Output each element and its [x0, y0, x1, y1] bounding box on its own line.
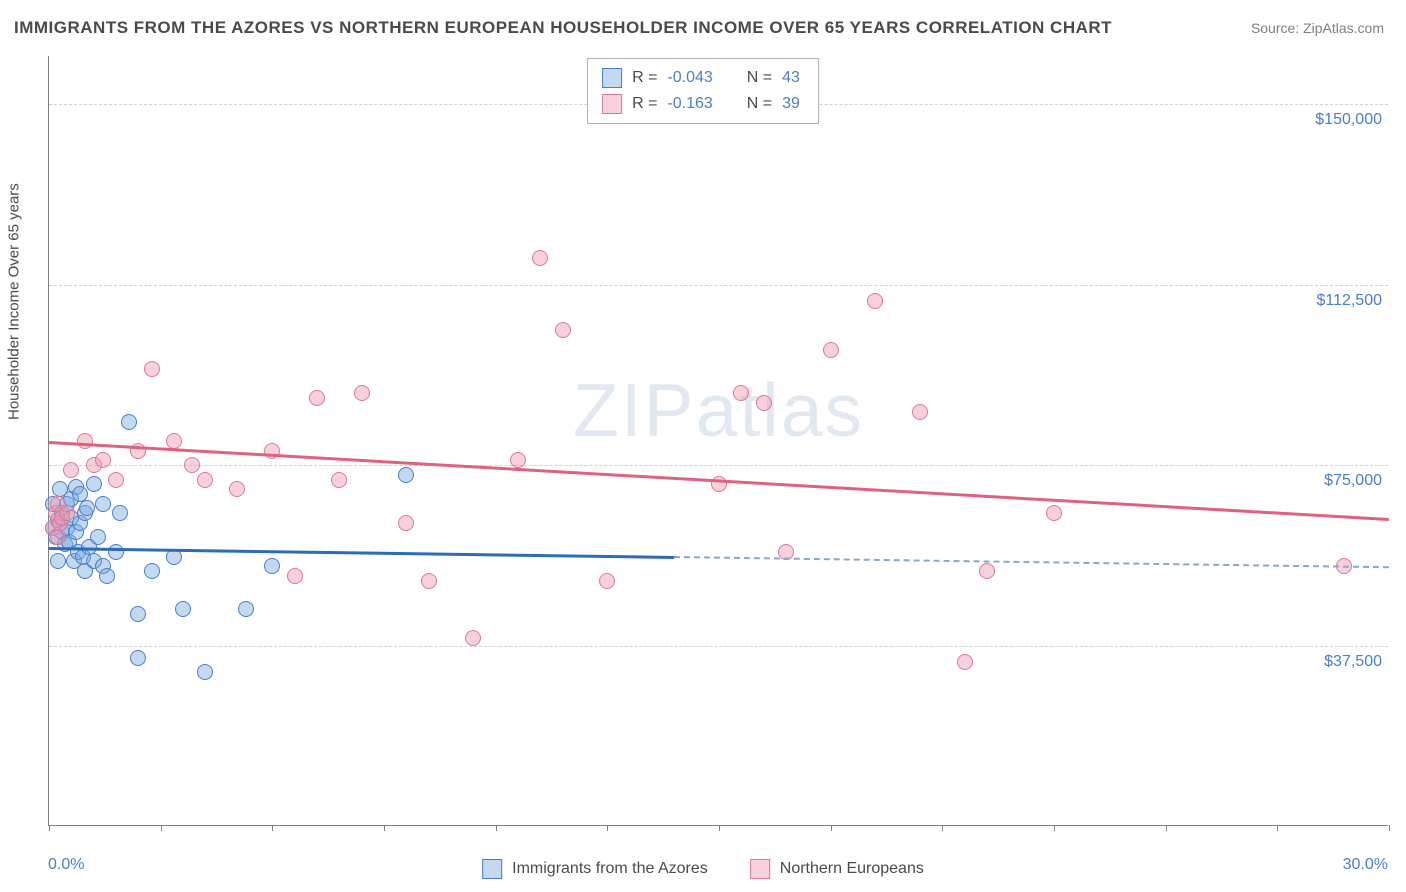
scatter-point [331, 472, 347, 488]
stat-label: R = [632, 65, 657, 91]
stats-row: R = -0.163 N = 39 [602, 91, 800, 117]
scatter-point [599, 573, 615, 589]
stats-row: R = -0.043 N = 43 [602, 65, 800, 91]
scatter-point [532, 250, 548, 266]
gridline [49, 646, 1388, 647]
scatter-point [99, 568, 115, 584]
scatter-point [86, 476, 102, 492]
scatter-point [130, 650, 146, 666]
scatter-point [50, 529, 66, 545]
trend-line [49, 441, 1389, 520]
scatter-point [63, 462, 79, 478]
x-tick [1166, 825, 1167, 831]
scatter-point [756, 395, 772, 411]
scatter-point [197, 472, 213, 488]
trend-line [49, 547, 674, 558]
x-tick [607, 825, 608, 831]
scatter-point [465, 630, 481, 646]
scatter-point [108, 544, 124, 560]
scatter-point [184, 457, 200, 473]
series-swatch [482, 859, 502, 879]
trend-line [674, 556, 1389, 568]
scatter-point [112, 505, 128, 521]
scatter-point [90, 529, 106, 545]
n-value: 39 [782, 91, 800, 117]
scatter-point [59, 505, 75, 521]
scatter-point [421, 573, 437, 589]
x-min-label: 0.0% [48, 856, 84, 874]
x-tick [272, 825, 273, 831]
scatter-point [398, 467, 414, 483]
scatter-point [957, 654, 973, 670]
scatter-point [555, 322, 571, 338]
scatter-point [823, 342, 839, 358]
scatter-point [1046, 505, 1062, 521]
scatter-point [398, 515, 414, 531]
scatter-point [175, 601, 191, 617]
x-tick [496, 825, 497, 831]
scatter-point [867, 293, 883, 309]
x-max-label: 30.0% [1343, 856, 1388, 874]
x-tick [1054, 825, 1055, 831]
scatter-point [733, 385, 749, 401]
stat-label: N = [747, 91, 772, 117]
scatter-plot-area: ZIPatlas [48, 56, 1388, 826]
series-swatch [750, 859, 770, 879]
scatter-point [108, 472, 124, 488]
x-tick [161, 825, 162, 831]
x-tick [719, 825, 720, 831]
scatter-point [912, 404, 928, 420]
stat-label: R = [632, 91, 657, 117]
scatter-point [95, 496, 111, 512]
source-attribution: Source: ZipAtlas.com [1251, 20, 1384, 36]
scatter-point [50, 553, 66, 569]
scatter-point [309, 390, 325, 406]
legend-item: Northern Europeans [750, 859, 924, 879]
scatter-point [238, 601, 254, 617]
scatter-point [144, 361, 160, 377]
y-tick-label: $75,000 [1324, 472, 1382, 490]
scatter-point [95, 452, 111, 468]
scatter-point [287, 568, 303, 584]
n-value: 43 [782, 65, 800, 91]
x-tick [942, 825, 943, 831]
scatter-point [121, 414, 137, 430]
scatter-point [130, 606, 146, 622]
correlation-stats-box: R = -0.043 N = 43 R = -0.163 N = 39 [587, 58, 819, 124]
y-tick-label: $37,500 [1324, 653, 1382, 671]
y-tick-label: $150,000 [1315, 111, 1382, 129]
legend-label: Northern Europeans [780, 860, 924, 878]
scatter-point [77, 433, 93, 449]
series-swatch [602, 68, 622, 88]
y-tick-label: $112,500 [1316, 292, 1382, 310]
scatter-point [229, 481, 245, 497]
series-swatch [602, 94, 622, 114]
r-value: -0.043 [667, 65, 712, 91]
x-tick [1277, 825, 1278, 831]
legend-item: Immigrants from the Azores [482, 859, 708, 879]
x-tick [1389, 825, 1390, 831]
scatter-point [144, 563, 160, 579]
scatter-point [354, 385, 370, 401]
scatter-point [166, 433, 182, 449]
gridline [49, 285, 1388, 286]
scatter-point [510, 452, 526, 468]
scatter-point [197, 664, 213, 680]
x-tick [831, 825, 832, 831]
watermark-text: ZIPatlas [573, 367, 864, 453]
stat-label: N = [747, 65, 772, 91]
scatter-point [264, 558, 280, 574]
scatter-point [79, 500, 95, 516]
x-tick [384, 825, 385, 831]
gridline [49, 465, 1388, 466]
legend-label: Immigrants from the Azores [512, 860, 708, 878]
chart-title: IMMIGRANTS FROM THE AZORES VS NORTHERN E… [14, 18, 1112, 38]
x-tick [49, 825, 50, 831]
legend-bottom: Immigrants from the Azores Northern Euro… [482, 859, 924, 879]
scatter-point [979, 563, 995, 579]
y-axis-label: Householder Income Over 65 years [6, 183, 23, 420]
r-value: -0.163 [667, 91, 712, 117]
